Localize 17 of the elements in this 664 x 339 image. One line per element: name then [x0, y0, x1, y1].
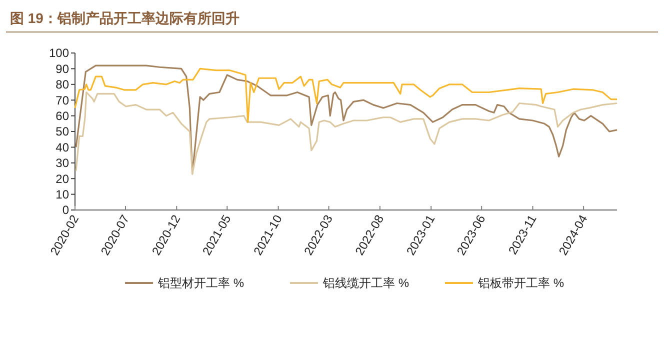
chart-title: 图 19：铝制产品开工率边际有所回升 [10, 10, 240, 26]
y-tick-label: 60 [56, 109, 70, 123]
y-tick-label: 10 [56, 188, 70, 202]
y-tick-label: 80 [56, 78, 70, 92]
y-tick-label: 30 [56, 156, 70, 170]
line-series [74, 68, 618, 123]
y-tick-label: 0 [62, 203, 70, 218]
line-series [75, 91, 618, 175]
y-tick-label: 90 [56, 62, 70, 76]
legend-label: 铝板带开工率 % [477, 276, 564, 290]
y-tick-label: 70 [56, 93, 70, 108]
legend-label: 铝线缆开工率 % [322, 276, 410, 290]
legend-label: 铝型材开工率 % [157, 276, 244, 290]
y-tick-label: 50 [56, 124, 70, 139]
y-tick-label: 20 [56, 172, 70, 186]
y-tick-label: 40 [56, 140, 70, 154]
y-tick-label: 100 [48, 46, 70, 60]
